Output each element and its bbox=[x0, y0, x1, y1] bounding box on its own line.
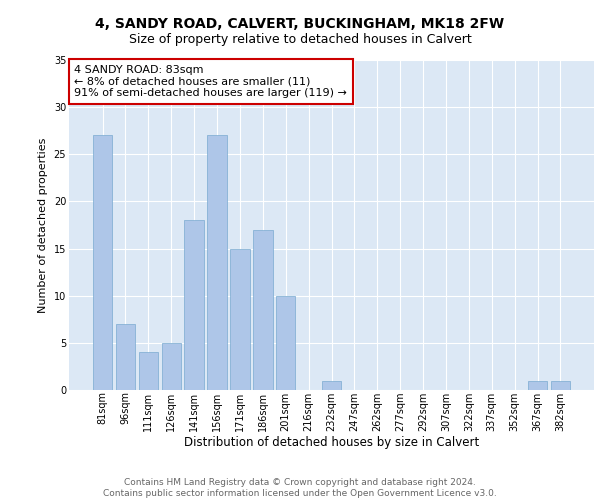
X-axis label: Distribution of detached houses by size in Calvert: Distribution of detached houses by size … bbox=[184, 436, 479, 450]
Text: Contains HM Land Registry data © Crown copyright and database right 2024.
Contai: Contains HM Land Registry data © Crown c… bbox=[103, 478, 497, 498]
Bar bbox=[322, 380, 341, 390]
Bar bbox=[230, 248, 250, 390]
Bar bbox=[161, 343, 181, 390]
Text: Size of property relative to detached houses in Calvert: Size of property relative to detached ho… bbox=[128, 32, 472, 46]
Bar bbox=[528, 380, 547, 390]
Bar bbox=[139, 352, 158, 390]
Y-axis label: Number of detached properties: Number of detached properties bbox=[38, 138, 48, 312]
Text: 4 SANDY ROAD: 83sqm
← 8% of detached houses are smaller (11)
91% of semi-detache: 4 SANDY ROAD: 83sqm ← 8% of detached hou… bbox=[74, 65, 347, 98]
Bar bbox=[116, 324, 135, 390]
Bar bbox=[551, 380, 570, 390]
Bar bbox=[253, 230, 272, 390]
Bar bbox=[208, 136, 227, 390]
Bar bbox=[184, 220, 204, 390]
Text: 4, SANDY ROAD, CALVERT, BUCKINGHAM, MK18 2FW: 4, SANDY ROAD, CALVERT, BUCKINGHAM, MK18… bbox=[95, 18, 505, 32]
Bar bbox=[276, 296, 295, 390]
Bar bbox=[93, 136, 112, 390]
